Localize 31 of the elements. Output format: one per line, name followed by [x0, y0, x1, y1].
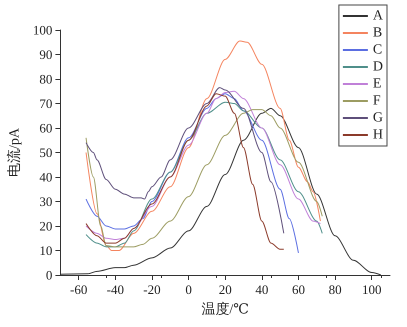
x-tick-label: 0 [185, 282, 192, 297]
y-tick-label: 0 [46, 268, 52, 282]
y-tick-label: 70 [39, 96, 52, 111]
y-tick-label: 50 [39, 145, 52, 160]
line-series [86, 40, 321, 251]
legend-label: F [372, 94, 381, 108]
x-tick-label: -40 [106, 282, 124, 297]
y-tick-label: 40 [39, 170, 52, 184]
legend-label: A [372, 8, 384, 24]
y-tick-label: 90 [39, 47, 52, 62]
legend-label: D [372, 60, 384, 74]
y-axis-title: 电流/pA [6, 127, 22, 177]
x-tick-label: 20 [218, 282, 232, 297]
y-tick-label: 30 [39, 194, 52, 209]
legend-label: H [372, 128, 384, 142]
x-tick-label: 40 [255, 282, 268, 297]
legend-label: G [372, 110, 384, 126]
legend-label: C [372, 42, 382, 58]
x-tick-label: -20 [143, 282, 161, 297]
legend-label: B [372, 26, 382, 40]
x-tick-label: 80 [328, 282, 342, 297]
x-tick-label: -60 [70, 282, 88, 297]
x-tick-label: 100 [362, 282, 382, 297]
y-tick-label: 80 [39, 72, 52, 86]
x-tick-label: 60 [292, 282, 305, 297]
y-tick-label: 60 [39, 120, 52, 136]
y-tick-label: 20 [39, 218, 52, 234]
y-tick-label: 100 [32, 22, 52, 38]
x-axis-title: 温度/℃ [201, 302, 249, 318]
legend-label: E [372, 76, 382, 92]
y-tick-label: 10 [39, 243, 52, 258]
